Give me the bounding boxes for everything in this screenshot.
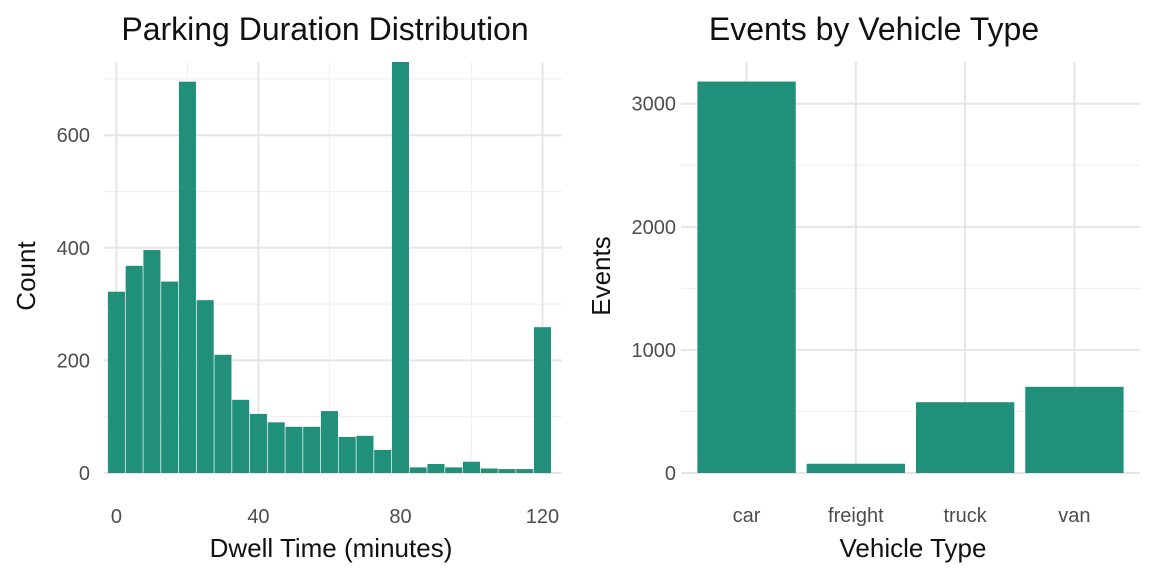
- histogram-x-axis-title: Dwell Time (minutes): [210, 533, 453, 563]
- vehicle-type-bars: [697, 81, 1124, 474]
- vehicle-type-bar: [806, 463, 906, 473]
- histogram-bar: [391, 62, 409, 473]
- vehicle-type-x-tick-label: car: [733, 505, 761, 527]
- vehicle-type-y-ticks: 0 1000 2000 3000: [632, 94, 677, 485]
- vehicle-type-bar: [1025, 386, 1124, 473]
- vehicle-type-bar: [697, 81, 796, 474]
- histogram-bar: [267, 422, 285, 473]
- vehicle-type-x-axis-title: Vehicle Type: [840, 533, 987, 563]
- vehicle-type-y-tick-label: 1000: [632, 340, 677, 362]
- histogram-x-tick-label: 0: [111, 506, 122, 528]
- histogram-y-tick-label: 400: [57, 238, 90, 260]
- histogram-bar: [427, 463, 445, 473]
- vehicle-type-title: Events by Vehicle Type: [709, 11, 1039, 47]
- histogram-x-tick-label: 40: [247, 506, 269, 528]
- histogram-x-tick-label: 120: [526, 506, 559, 528]
- histogram-bar: [409, 467, 427, 473]
- histogram-x-tick-label: 80: [389, 506, 411, 528]
- histogram-y-axis-title: Count: [11, 241, 41, 311]
- histogram-bar: [516, 469, 534, 473]
- histogram-bar: [356, 435, 374, 473]
- histogram-y-tick-label: 200: [57, 350, 90, 372]
- histogram-bar: [249, 413, 267, 473]
- histogram-y-tick-label: 0: [79, 463, 90, 485]
- histogram-panel: 0 40 80 120 0 200 400 600 Parking Duration Dis…: [11, 11, 562, 563]
- histogram-bar: [196, 300, 214, 473]
- vehicle-type-y-axis-title: Events: [586, 236, 616, 316]
- histogram-bar: [125, 265, 143, 473]
- vehicle-type-x-tick-label: van: [1058, 505, 1090, 527]
- vehicle-type-panel: car freight truck van 0 1000 2000 3000 Events …: [586, 11, 1140, 563]
- vehicle-type-x-ticks: car freight truck van: [733, 505, 1091, 527]
- vehicle-type-x-tick-label: truck: [943, 505, 987, 527]
- histogram-title: Parking Duration Distribution: [121, 11, 528, 47]
- histogram-bar: [285, 426, 303, 473]
- histogram-x-ticks: 0 40 80 120: [111, 506, 559, 528]
- histogram-bar: [533, 327, 551, 473]
- histogram-bar: [480, 468, 498, 473]
- histogram-bar: [232, 399, 250, 473]
- histogram-bar: [445, 467, 463, 473]
- vehicle-type-y-tick-label: 0: [665, 463, 676, 485]
- histogram-bar: [214, 354, 232, 473]
- histogram-bars: [107, 62, 551, 474]
- vehicle-type-y-tick-label: 3000: [632, 94, 677, 116]
- histogram-y-tick-label: 600: [57, 125, 90, 147]
- vehicle-type-bar: [915, 402, 1015, 473]
- histogram-bar: [320, 411, 338, 473]
- histogram-bar: [374, 449, 392, 473]
- vehicle-type-x-tick-label: freight: [828, 505, 884, 527]
- histogram-bar: [107, 291, 125, 473]
- histogram-bar: [161, 281, 179, 473]
- histogram-bar: [462, 461, 480, 473]
- histogram-bar: [498, 469, 516, 473]
- histogram-y-ticks: 0 200 400 600: [57, 125, 90, 485]
- histogram-bar: [143, 250, 161, 473]
- histogram-bar: [303, 426, 321, 473]
- vehicle-type-y-tick-label: 2000: [632, 217, 677, 239]
- histogram-bar: [178, 81, 196, 474]
- histogram-bar: [338, 436, 356, 473]
